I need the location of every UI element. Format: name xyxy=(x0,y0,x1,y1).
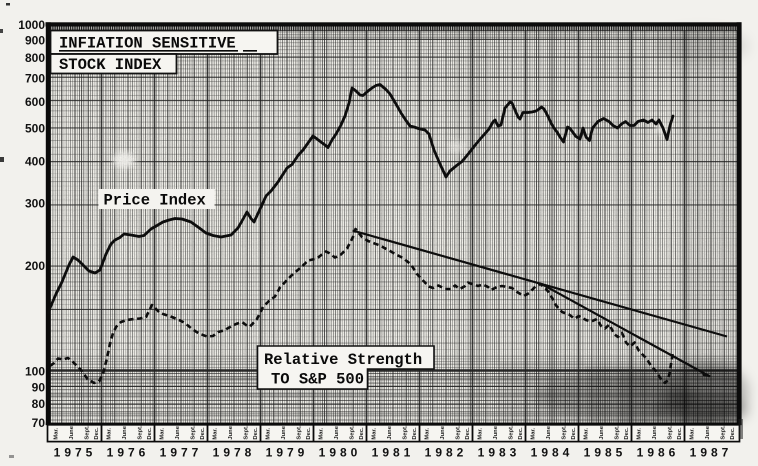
svg-text:80: 80 xyxy=(32,397,46,411)
svg-text:400: 400 xyxy=(25,155,45,169)
svg-text:Dec.: Dec. xyxy=(412,427,418,440)
svg-text:Mar.: Mar. xyxy=(106,428,112,440)
svg-text:Mar.: Mar. xyxy=(212,428,218,440)
svg-text:Sept.: Sept. xyxy=(508,425,514,440)
svg-text:1976: 1976 xyxy=(107,446,150,460)
svg-text:Mar.: Mar. xyxy=(159,428,165,440)
svg-text:600: 600 xyxy=(25,95,45,109)
svg-text:June: June xyxy=(228,425,234,439)
svg-text:Dec.: Dec. xyxy=(677,427,683,440)
svg-text:1987: 1987 xyxy=(690,446,733,460)
svg-text:Dec.: Dec. xyxy=(359,427,365,440)
svg-text:90: 90 xyxy=(32,381,46,395)
svg-text:June: June xyxy=(334,425,340,439)
svg-text:Sept.: Sept. xyxy=(296,425,302,440)
svg-text:Dec.: Dec. xyxy=(571,427,577,440)
svg-text:June: June xyxy=(652,425,658,439)
svg-text:1975: 1975 xyxy=(54,446,97,460)
svg-text:1979: 1979 xyxy=(266,446,309,460)
svg-text:June: June xyxy=(546,425,552,439)
svg-text:June: June xyxy=(493,425,499,439)
svg-text:Dec.: Dec. xyxy=(730,427,736,440)
svg-text:Mar.: Mar. xyxy=(530,428,536,440)
svg-text:200: 200 xyxy=(25,259,45,273)
svg-text:70: 70 xyxy=(32,416,46,430)
svg-text:700: 700 xyxy=(25,72,45,86)
svg-text:800: 800 xyxy=(25,51,45,65)
svg-text:1000: 1000 xyxy=(18,18,45,32)
svg-text:Sept.: Sept. xyxy=(614,425,620,440)
svg-text:900: 900 xyxy=(25,34,45,48)
svg-text:Dec.: Dec. xyxy=(200,427,206,440)
svg-text:June: June xyxy=(281,425,287,439)
svg-text:Sept.: Sept. xyxy=(84,425,90,440)
svg-text:June: June xyxy=(122,425,128,439)
svg-text:Relative Strength: Relative Strength xyxy=(264,351,422,369)
svg-text:1985: 1985 xyxy=(584,446,627,460)
svg-text:Sept.: Sept. xyxy=(455,425,461,440)
svg-text:1983: 1983 xyxy=(478,446,521,460)
svg-text:Mar.: Mar. xyxy=(477,428,483,440)
svg-text:Mar.: Mar. xyxy=(318,428,324,440)
svg-text:1984: 1984 xyxy=(531,446,574,460)
svg-text:1986: 1986 xyxy=(637,446,680,460)
svg-text:300: 300 xyxy=(25,196,45,210)
svg-text:TO S&P 500: TO S&P 500 xyxy=(271,371,364,389)
svg-text:Mar.: Mar. xyxy=(636,428,642,440)
svg-text:Sept.: Sept. xyxy=(190,425,196,440)
svg-text:Sept.: Sept. xyxy=(243,425,249,440)
svg-text:June: June xyxy=(705,425,711,439)
svg-text:Dec.: Dec. xyxy=(624,427,630,440)
svg-text:100: 100 xyxy=(25,364,45,378)
svg-text:Mar.: Mar. xyxy=(424,428,430,440)
svg-text:June: June xyxy=(175,425,181,439)
svg-text:Mar.: Mar. xyxy=(265,428,271,440)
svg-text:Mar.: Mar. xyxy=(689,428,695,440)
svg-text:1982: 1982 xyxy=(425,446,468,460)
svg-text:Dec.: Dec. xyxy=(94,427,100,440)
svg-text:June: June xyxy=(387,425,393,439)
svg-text:1978: 1978 xyxy=(213,446,256,460)
svg-text:June: June xyxy=(599,425,605,439)
svg-text:STOCK INDEX: STOCK INDEX xyxy=(59,56,162,74)
svg-text:Sept.: Sept. xyxy=(561,425,567,440)
svg-text:1981: 1981 xyxy=(372,446,415,460)
svg-text:June: June xyxy=(440,425,446,439)
svg-text:Dec.: Dec. xyxy=(465,427,471,440)
svg-text:Mar.: Mar. xyxy=(371,428,377,440)
svg-text:Sept.: Sept. xyxy=(349,425,355,440)
svg-text:Sept.: Sept. xyxy=(667,425,673,440)
svg-text:1980: 1980 xyxy=(319,446,362,460)
svg-text:1977: 1977 xyxy=(160,446,203,460)
svg-text:Sept.: Sept. xyxy=(720,425,726,440)
svg-text:INFIATION SENSITIVE: INFIATION SENSITIVE xyxy=(59,35,236,53)
svg-text:Dec.: Dec. xyxy=(306,427,312,440)
svg-text:Sept.: Sept. xyxy=(137,425,143,440)
svg-text:Dec.: Dec. xyxy=(518,427,524,440)
svg-text:Mar.: Mar. xyxy=(53,428,59,440)
svg-text:Dec.: Dec. xyxy=(253,427,259,440)
svg-text:Mar.: Mar. xyxy=(583,428,589,440)
svg-text:Sept.: Sept. xyxy=(402,425,408,440)
svg-text:June: June xyxy=(69,425,75,439)
svg-text:Dec.: Dec. xyxy=(147,427,153,440)
svg-text:Price Index: Price Index xyxy=(104,192,206,210)
svg-text:500: 500 xyxy=(25,121,45,135)
